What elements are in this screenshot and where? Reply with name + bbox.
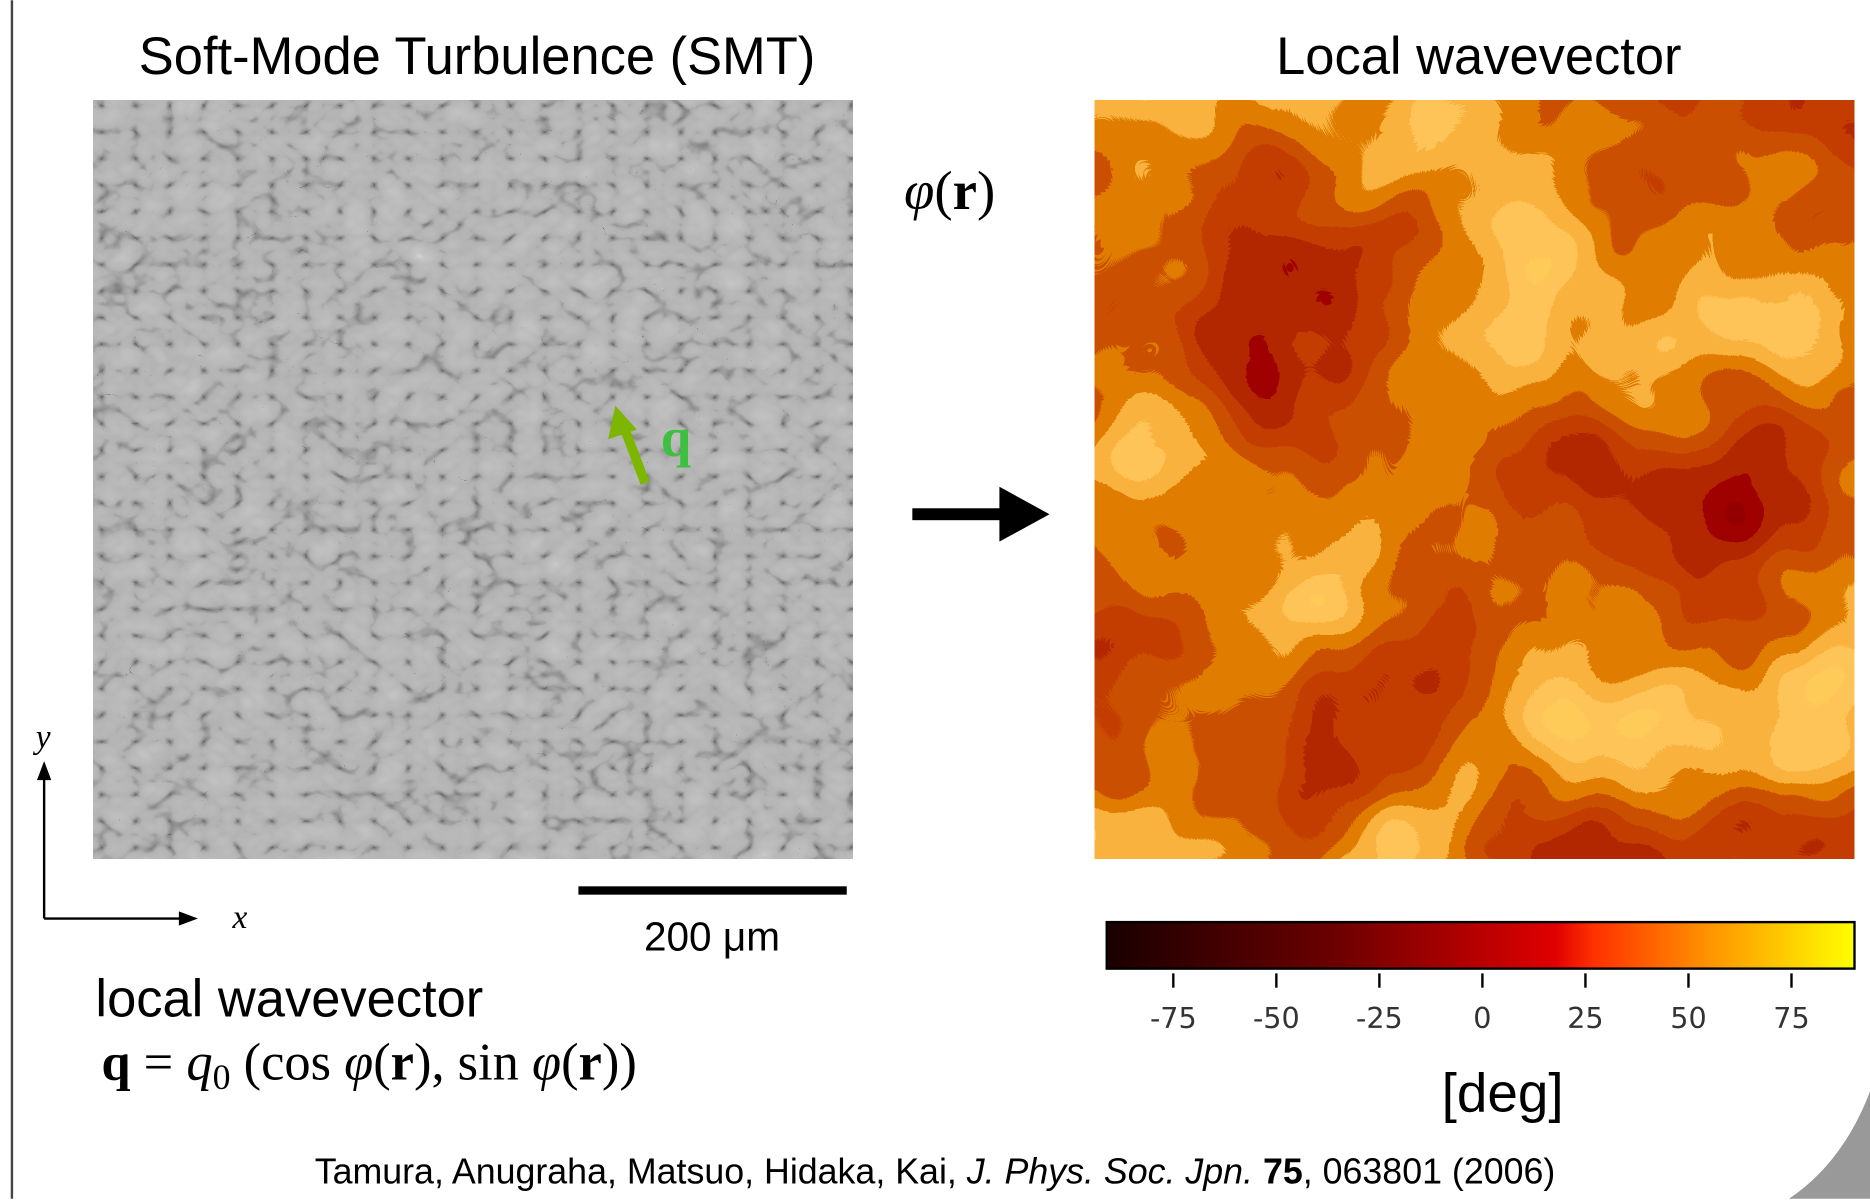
formula-part: φ [344,1034,373,1092]
colorbar-label: [deg] [1442,1062,1564,1124]
scale-bar [578,886,847,895]
paren: ) [977,160,995,221]
formula-part: φ [532,1034,561,1092]
heatmap-image [1094,100,1855,859]
phi-label: φ(r) [904,160,995,221]
citation-authors: Tamura, Anugraha, Matsuo, Hidaka, Kai, [315,1151,967,1191]
q-arrow [620,427,650,485]
colorbar-tick-label: -50 [1253,1001,1300,1035]
formula-part: r [579,1034,602,1092]
citation-volume: 75 [1263,1151,1303,1191]
phi-symbol: φ [904,160,934,221]
formula-part: q [186,1034,212,1092]
formula-part: 0 [213,1057,231,1097]
colorbar [1105,920,1856,970]
main-arrow [912,508,1008,521]
y-axis-head [36,761,52,781]
q-arrow-head [608,405,637,440]
right-title: Local wavevector [1276,28,1681,86]
formula-part: r [391,1034,414,1092]
y-axis-label: y [33,719,51,756]
colorbar-ticks: -75 -50 -25 0 25 50 75 [1150,973,1810,1035]
colorbar-tick-label: 50 [1670,1001,1706,1035]
main-arrow-head [999,486,1050,542]
colorbar-tick-label: 75 [1773,1001,1809,1035]
formula-part: ), sin [414,1034,532,1092]
formula-part: ( [373,1034,390,1092]
q-label: q [661,407,692,468]
caption: local wavevector [95,970,483,1028]
left-title: Soft-Mode Turbulence (SMT) [139,28,816,86]
formula-part: ( [561,1034,578,1092]
formula-part: q [101,1034,130,1092]
paren: ( [934,160,952,221]
formula: q = q0 (cos φ(r), sin φ(r)) [101,1034,636,1098]
colorbar-tick-label: 0 [1473,1001,1491,1035]
citation-rest: , 063801 (2006) [1303,1151,1556,1191]
colorbar-tick-label: -25 [1356,1001,1403,1035]
formula-part: = [131,1034,187,1092]
scale-label: 200 μm [644,914,780,960]
formula-part: )) [602,1034,637,1092]
smt-image [93,100,853,859]
page-curl [1788,1091,1870,1199]
citation-journal: J. Phys. Soc. Jpn. [966,1151,1253,1191]
citation-space [1253,1151,1263,1191]
x-axis-head [178,911,198,926]
colorbar-tick-label: -75 [1150,1001,1197,1035]
citation: Tamura, Anugraha, Matsuo, Hidaka, Kai, J… [315,1151,1556,1191]
colorbar-tick-label: 25 [1567,1001,1603,1035]
formula-part: (cos [231,1034,345,1092]
r-symbol: r [953,160,977,221]
x-axis-label: x [232,899,248,936]
